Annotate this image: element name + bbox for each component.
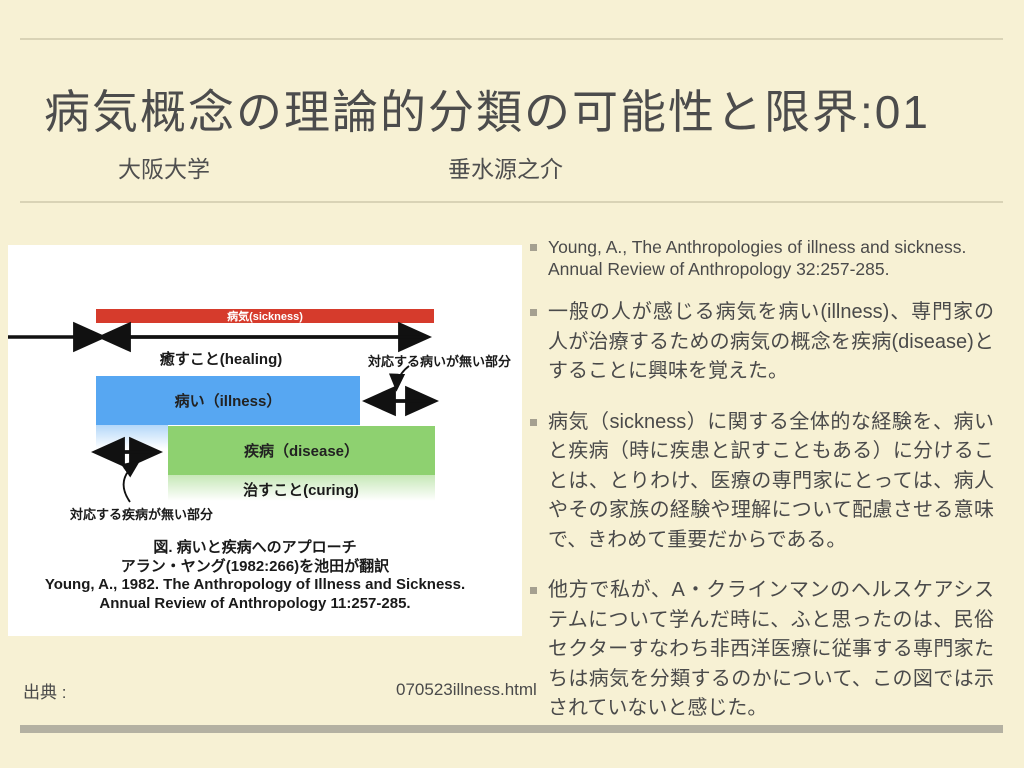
bullet-item: Young, A., The Anthropologies of illness… (528, 236, 994, 280)
bullet-text: 他方で私が、A・クラインマンのヘルスケアシステムについて学んだ時に、ふと思ったの… (548, 579, 994, 719)
caption-line: Annual Review of Anthropology 11:257-285… (99, 594, 411, 612)
bullet-square-icon (530, 244, 537, 251)
bullet-text: 病気（sickness）に関する全体的な経験を、病いと疾病（時に疾患と訳すことも… (548, 410, 994, 551)
pointer-arrow-to-illness-gap (388, 365, 410, 392)
caption-line: 図. 病いと疾病へのアプローチ (153, 539, 357, 556)
no-corresponding-illness-label: 対応する病いが無い部分 (368, 354, 512, 369)
curing-label: 治すこと(curing) (243, 482, 359, 499)
sickness-bar-label: 病気(sickness) (227, 311, 303, 323)
bullet-text: 一般の人が感じる病気を病い(illness)、専門家の人が治療するための病気の概… (548, 301, 994, 382)
disease-bar: 疾病（disease） (168, 426, 435, 475)
bullet-square-icon (530, 418, 537, 426)
author-name: 垂水源之介 (448, 156, 563, 182)
top-divider (20, 38, 1003, 40)
header-divider (20, 201, 1003, 203)
disease-bar-reflection (168, 475, 435, 501)
affiliation-text: 大阪大学 (118, 156, 210, 182)
source-label: 出典 : (23, 683, 67, 702)
bullet-item: 一般の人が感じる病気を病い(illness)、専門家の人が治療するための病気の概… (528, 298, 994, 387)
illness-bar-label: 病い（illness） (174, 393, 282, 410)
bullet-list: Young, A., The Anthropologies of illness… (528, 236, 994, 724)
bullet-text: Young, A., The Anthropologies of illness… (548, 237, 967, 279)
caption-line: Young, A., 1982. The Anthropology of Ill… (44, 576, 466, 593)
figure-arrows (8, 321, 440, 503)
bottom-bar (20, 725, 1003, 733)
caption-line: アラン・ヤング(1982:266)を池田が翻訳 (120, 557, 390, 575)
illness-bar: 病い（illness） (96, 376, 360, 425)
bullet-square-icon (530, 587, 537, 594)
sickness-bar: 病気(sickness) (96, 309, 434, 323)
figure-caption: 図. 病いと疾病へのアプローチ アラン・ヤング(1982:266)を池田が翻訳 … (8, 539, 502, 613)
source-filename: 070523illness.html (396, 680, 537, 699)
slide-title: 病気概念の理論的分類の可能性と限界:01 (44, 86, 930, 138)
illness-sickness-figure: 病気(sickness) 癒すこと(healing) 対応する病いが無い部分 病… (8, 245, 522, 636)
no-corresponding-disease-label: 対応する疾病が無い部分 (70, 507, 214, 522)
disease-bar-label: 疾病（disease） (243, 443, 360, 460)
bullet-item: 他方で私が、A・クラインマンのヘルスケアシステムについて学んだ時に、ふと思ったの… (528, 576, 994, 724)
pointer-arrow-to-disease-gap (120, 460, 141, 503)
bullet-item: 病気（sickness）に関する全体的な経験を、病いと疾病（時に疾患と訳すことも… (528, 408, 994, 556)
healing-label: 癒すこと(healing) (159, 351, 283, 368)
bullet-square-icon (530, 309, 537, 316)
